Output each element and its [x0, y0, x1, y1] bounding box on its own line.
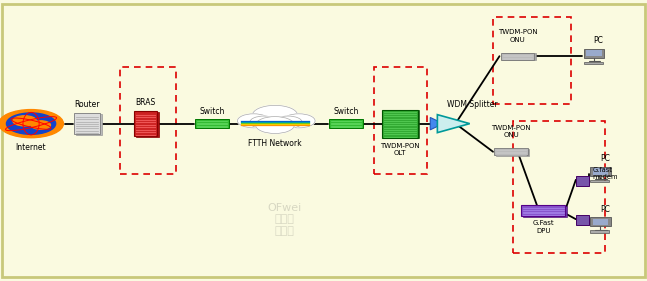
Circle shape — [256, 117, 294, 133]
Bar — [513, 121, 605, 253]
Circle shape — [31, 121, 50, 129]
Text: PC: PC — [593, 36, 604, 45]
FancyBboxPatch shape — [76, 114, 102, 135]
Circle shape — [274, 116, 302, 128]
FancyBboxPatch shape — [494, 148, 528, 155]
Text: FTTH Network: FTTH Network — [248, 139, 302, 148]
FancyBboxPatch shape — [521, 205, 565, 216]
Circle shape — [283, 114, 315, 128]
FancyBboxPatch shape — [576, 215, 589, 225]
FancyBboxPatch shape — [2, 4, 645, 277]
FancyBboxPatch shape — [593, 219, 608, 225]
FancyBboxPatch shape — [329, 119, 363, 128]
Text: TWDM-PON
ONU: TWDM-PON ONU — [491, 125, 531, 138]
Circle shape — [237, 114, 270, 128]
FancyBboxPatch shape — [502, 53, 536, 60]
Text: TWDM-PON
ONU: TWDM-PON ONU — [498, 29, 538, 43]
Bar — [374, 67, 427, 174]
Text: Switch: Switch — [199, 107, 225, 116]
Bar — [120, 67, 176, 174]
Text: Internet: Internet — [16, 143, 47, 152]
FancyBboxPatch shape — [584, 49, 604, 58]
FancyBboxPatch shape — [496, 149, 529, 156]
FancyBboxPatch shape — [586, 50, 602, 56]
Bar — [493, 17, 571, 104]
FancyBboxPatch shape — [593, 168, 608, 175]
FancyBboxPatch shape — [590, 180, 609, 182]
Polygon shape — [437, 115, 470, 133]
Circle shape — [13, 116, 36, 126]
Circle shape — [6, 113, 56, 134]
FancyBboxPatch shape — [136, 112, 159, 137]
Circle shape — [250, 116, 278, 128]
Text: Switch: Switch — [333, 107, 359, 116]
FancyBboxPatch shape — [590, 230, 609, 233]
FancyBboxPatch shape — [523, 206, 567, 217]
FancyBboxPatch shape — [584, 62, 603, 64]
Text: OFwei
光无界
光通讯: OFwei 光无界 光通讯 — [268, 203, 302, 236]
Text: PC: PC — [600, 154, 610, 163]
FancyBboxPatch shape — [134, 111, 157, 136]
Polygon shape — [430, 117, 443, 130]
Text: G.fast
modem: G.fast modem — [593, 167, 618, 180]
Text: PC: PC — [600, 205, 610, 214]
Text: Router: Router — [74, 100, 100, 109]
FancyBboxPatch shape — [576, 176, 589, 186]
FancyBboxPatch shape — [501, 53, 534, 60]
FancyBboxPatch shape — [590, 217, 611, 226]
Text: G.Fast
DPU: G.Fast DPU — [532, 220, 554, 234]
Circle shape — [0, 110, 63, 138]
Circle shape — [252, 105, 298, 125]
Text: WDM Splitter: WDM Splitter — [447, 100, 498, 109]
FancyBboxPatch shape — [195, 119, 229, 128]
Text: TWDM-PON
OLT: TWDM-PON OLT — [380, 143, 420, 156]
FancyBboxPatch shape — [383, 110, 419, 138]
FancyBboxPatch shape — [74, 113, 100, 134]
FancyBboxPatch shape — [382, 110, 418, 138]
Text: BRAS: BRAS — [135, 98, 156, 107]
FancyBboxPatch shape — [590, 167, 611, 176]
